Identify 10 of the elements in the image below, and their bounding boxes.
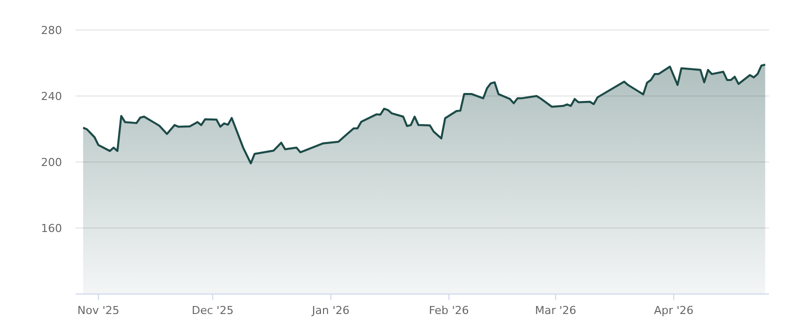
y-tick-label: 280 (41, 24, 62, 37)
x-tick-label: Mar '26 (534, 304, 576, 317)
x-tick-label: Apr '26 (654, 304, 694, 317)
y-tick-label: 200 (41, 156, 62, 169)
x-tick-label: Jan '26 (311, 304, 350, 317)
y-tick-label: 240 (41, 90, 62, 103)
x-tick-label: Feb '26 (428, 304, 469, 317)
x-tick-label: Nov '25 (77, 304, 120, 317)
x-tick-label: Dec '25 (192, 304, 234, 317)
y-tick-label: 160 (41, 222, 62, 235)
